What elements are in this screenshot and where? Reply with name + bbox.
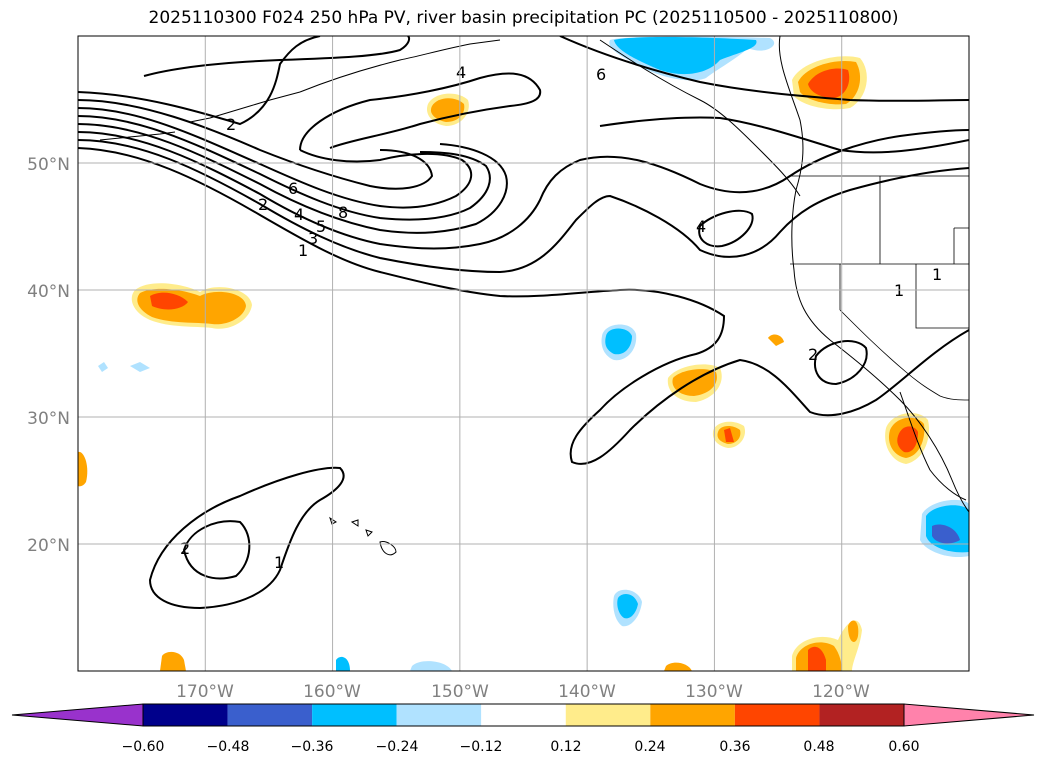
colorbar-tick-label: 0.24 xyxy=(634,739,665,755)
colorbar-tick-label: 0.60 xyxy=(888,739,919,755)
colorbar-bin xyxy=(481,704,566,726)
lon-label-140w: 140°W xyxy=(558,682,616,702)
gridlines xyxy=(78,36,969,671)
lat-label-20n: 20°N xyxy=(27,536,70,556)
colorbar xyxy=(11,703,1035,727)
contour-label: 1 xyxy=(932,265,942,284)
colorbar-bin xyxy=(143,704,228,726)
pv-contour-15 xyxy=(148,466,345,610)
contour-label: 4 xyxy=(456,63,466,82)
lon-label-150w: 150°W xyxy=(431,682,489,702)
contour-label: 2 xyxy=(808,345,818,364)
pv-contour-5 xyxy=(78,115,491,221)
colorbar-tick-label: 0.48 xyxy=(803,739,834,755)
negative-anomaly-tiny-1 xyxy=(130,362,150,372)
longitude-labels: 170°W 160°W 150°W 140°W 130°W 120°W xyxy=(176,682,870,702)
map-title: 2025110300 F024 250 hPa PV, river basin … xyxy=(148,8,899,28)
colorbar-bin xyxy=(396,704,482,726)
pv-contour-8 xyxy=(78,36,321,126)
negative-anomaly-mid xyxy=(601,324,637,361)
southern-alaska xyxy=(299,39,501,93)
pv-contour-4 xyxy=(78,123,508,234)
lat-label-50n: 50°N xyxy=(27,155,70,175)
positive-anomaly-coast xyxy=(768,334,784,346)
map-background xyxy=(78,36,969,671)
pv-contour-10 xyxy=(143,36,410,77)
lon-label-130w: 130°W xyxy=(685,682,743,702)
pv-contour-3 xyxy=(78,129,969,250)
colorbar-bin xyxy=(227,704,313,726)
pv-contours xyxy=(78,36,969,610)
colorbar-bin xyxy=(565,704,651,726)
pv-contour-9 xyxy=(299,72,542,151)
positive-anomaly-edge xyxy=(78,451,88,487)
positive-anomaly-baja xyxy=(885,413,930,464)
lat-label-40n: 40°N xyxy=(27,282,70,302)
lon-label-120w: 120°W xyxy=(812,682,870,702)
colorbar-extend-high xyxy=(903,703,1035,727)
negative-anomaly-tiny-2 xyxy=(98,362,108,372)
contour-label: 2 xyxy=(226,115,236,134)
contour-label: 1 xyxy=(274,553,284,572)
lat-label-30n: 30°N xyxy=(27,409,70,429)
colorbar-tick-label: 0.12 xyxy=(550,739,581,755)
negative-anomaly-se xyxy=(920,499,969,558)
colorbar-extend-low xyxy=(11,703,144,727)
colorbar-tick-labels: −0.60 −0.48 −0.36 −0.24 −0.12 0.12 0.24 … xyxy=(122,739,920,755)
colorbar-tick-label: −0.48 xyxy=(207,739,250,755)
contour-label: 3 xyxy=(308,229,318,248)
pv-contour-2 xyxy=(78,139,969,274)
alaska-peninsula xyxy=(189,91,301,123)
north-america-coast xyxy=(778,36,969,513)
colorbar-bin xyxy=(650,704,735,726)
colorbar-tick-label: −0.60 xyxy=(122,739,165,755)
mexico-border xyxy=(839,309,969,401)
contour-label: 1 xyxy=(298,241,308,260)
positive-anomaly-small xyxy=(712,421,746,448)
negative-anomaly-south xyxy=(613,589,642,627)
positive-anomaly-bottom xyxy=(160,651,186,671)
pv-contour-13 xyxy=(698,209,754,248)
lon-label-170w: 170°W xyxy=(176,682,234,702)
pv-contour-1 xyxy=(78,147,969,465)
baja-coast xyxy=(899,391,967,501)
contour-label: 4 xyxy=(696,217,706,236)
coastlines xyxy=(99,36,969,556)
lon-label-160w: 160°W xyxy=(303,682,361,702)
colorbar-tick-label: −0.12 xyxy=(460,739,503,755)
colorbar-tick-label: −0.24 xyxy=(376,739,419,755)
map-frame xyxy=(77,35,970,672)
latitude-labels: 20°N 30°N 40°N 50°N xyxy=(27,155,70,556)
negative-anomaly-bottom-2 xyxy=(410,661,452,671)
contour-label: 5 xyxy=(316,217,326,236)
positive-anomaly-south xyxy=(792,620,862,671)
hawaii xyxy=(329,516,397,556)
colorbar-bin xyxy=(312,704,397,726)
contour-label: 2 xyxy=(180,539,190,558)
contour-label: 8 xyxy=(338,203,348,222)
colorbar-tick-label: −0.36 xyxy=(291,739,334,755)
positive-anomaly-west xyxy=(131,283,252,329)
positive-anomaly-bottom-mid xyxy=(664,662,692,671)
contour-labels: 1 2 3 4 5 6 8 1 2 4 4 6 1 2 1 2 xyxy=(180,63,942,572)
contour-label: 6 xyxy=(596,65,606,84)
pv-contour-12 xyxy=(599,116,969,154)
colorbar-bin xyxy=(819,704,904,726)
negative-anomaly-bottom xyxy=(336,656,350,671)
pv-contour-11 xyxy=(559,36,969,102)
pv-contour-7 xyxy=(78,99,434,190)
colorbar-outline xyxy=(142,703,905,727)
colorbar-tick-label: 0.36 xyxy=(719,739,750,755)
contour-label: 6 xyxy=(288,179,298,198)
state-borders xyxy=(790,175,969,329)
contour-label: 4 xyxy=(294,205,304,224)
contour-label: 2 xyxy=(258,195,268,214)
pv-contour-6 xyxy=(78,107,472,209)
colorbar-bin xyxy=(734,704,820,726)
